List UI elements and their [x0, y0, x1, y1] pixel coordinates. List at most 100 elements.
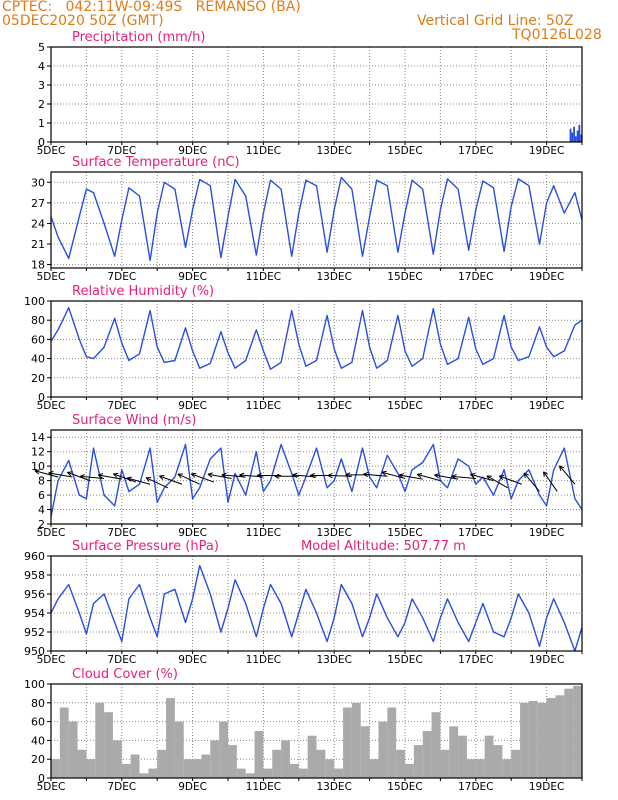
wind-arrow-head: [97, 474, 103, 479]
cloud-bar: [546, 698, 556, 778]
cloud-bar: [520, 702, 529, 778]
x-tick-label: 11DEC: [246, 400, 281, 412]
panel-frame: [50, 429, 583, 525]
y-tick-label: 0: [38, 136, 45, 149]
wind-arrow-head: [523, 472, 526, 479]
cloud-bar: [95, 702, 105, 778]
wind-arrow-head: [345, 472, 351, 476]
cloud-bar: [219, 721, 228, 778]
cloud-bar: [475, 759, 485, 778]
cloud-bar: [440, 749, 450, 778]
wind-arrow: [126, 476, 151, 485]
y-tick-label: 3: [38, 79, 45, 92]
panel-pres: [47, 555, 583, 654]
precip-bar: [574, 136, 577, 142]
wind-arrow-shaft: [34, 470, 59, 478]
y-tick-label: 6: [38, 489, 45, 502]
wind-arrow: [486, 475, 508, 489]
x-tick-label: 11DEC: [246, 654, 281, 666]
x-tick-label: 15DEC: [387, 145, 422, 157]
wind-arrow-shaft: [543, 471, 558, 492]
series-line-temp: [50, 176, 583, 262]
panel-frame: [50, 46, 583, 143]
wind-arrow-shaft: [398, 474, 423, 480]
cloud-bar: [351, 702, 361, 778]
wind-arrow-head: [113, 472, 119, 475]
y-tick-label: 18: [31, 259, 45, 272]
wind-arrow-head: [292, 474, 298, 478]
wind-arrow-shaft: [451, 475, 476, 479]
panel-title: Surface Wind (m/s): [72, 413, 196, 428]
x-tick-label: 11DEC: [246, 527, 281, 539]
wind-arrow-head: [126, 476, 132, 479]
y-tick-label: 21: [31, 238, 45, 251]
wind-arrow-head: [451, 474, 457, 477]
wind-arrow-shaft: [207, 473, 232, 479]
y-tick-label: 10: [31, 460, 45, 473]
cloud-bar: [528, 700, 538, 778]
wind-arrow-head: [543, 471, 549, 475]
precip-bar: [576, 130, 579, 142]
wind-arrow-head: [451, 475, 457, 480]
x-tick-label: 19DEC: [529, 400, 564, 412]
wind-arrow-head: [34, 469, 40, 472]
wind-arrow-head: [256, 472, 262, 477]
cloud-bar: [387, 707, 397, 778]
wind-arrow-head: [159, 475, 164, 480]
wind-arrow-head: [498, 475, 504, 480]
x-tick-label: 5DEC: [37, 527, 66, 539]
x-tick-label: 9DEC: [178, 400, 207, 412]
wind-arrow-head: [79, 475, 85, 480]
cloud-bar: [502, 759, 512, 778]
wind-arrow-head: [434, 474, 439, 479]
precip-bar: [580, 134, 583, 142]
wind-arrow: [177, 473, 200, 485]
wind-arrow: [498, 475, 522, 485]
panel-frame: [50, 171, 583, 269]
x-tick-label: 7DEC: [107, 654, 136, 666]
wind-arrow: [381, 470, 406, 479]
cloud-bar: [254, 731, 264, 778]
wind-arrow-head: [309, 472, 315, 477]
wind-arrow-shaft: [145, 477, 169, 489]
cloud-bar: [174, 721, 184, 778]
y-tick-label: 60: [31, 333, 45, 346]
wind-arrow-head: [363, 471, 369, 475]
cloud-bar: [228, 745, 237, 778]
x-tick-label: 13DEC: [316, 781, 351, 793]
cloud-bar: [166, 698, 175, 778]
y-tick-label: 20: [31, 753, 45, 766]
wind-arrow-head: [292, 472, 298, 476]
x-tick-label: 13DEC: [316, 145, 351, 157]
wind-arrow: [67, 471, 91, 482]
y-tick-label: 952: [24, 626, 45, 639]
wind-arrow-head: [191, 472, 197, 475]
cloud-bar: [405, 763, 414, 778]
cloud-bar: [343, 707, 352, 778]
cloud-bar: [86, 759, 96, 778]
x-tick-label: 13DEC: [316, 654, 351, 666]
x-tick-label: 19DEC: [529, 527, 564, 539]
x-tick-label: 5DEC: [37, 271, 66, 283]
wind-arrow: [363, 471, 388, 478]
wind-arrow-shaft: [381, 471, 406, 479]
wind-arrow-head: [381, 470, 387, 473]
x-tick-label: 11DEC: [246, 145, 281, 157]
y-tick-label: 4: [38, 60, 45, 73]
wind-arrow-shaft: [499, 475, 522, 485]
x-tick-label: 17DEC: [458, 145, 493, 157]
panel-title: Surface Temperature (nC): [72, 155, 240, 170]
y-tick-label: 80: [31, 697, 45, 710]
wind-arrow-head: [256, 475, 262, 479]
x-tick-label: 19DEC: [529, 145, 564, 157]
x-tick-label: 11DEC: [246, 271, 281, 283]
y-tick-label: 27: [31, 197, 45, 210]
y-tick-label: 1: [38, 117, 45, 130]
x-tick-label: 13DEC: [316, 400, 351, 412]
panel-subtitle: Model Altitude: 507.77 m: [301, 539, 466, 554]
x-tick-label: 9DEC: [178, 781, 207, 793]
cloud-bar: [422, 731, 432, 778]
wind-arrow-head: [221, 472, 227, 476]
wind-arrow-head: [417, 472, 423, 475]
wind-arrow-head: [274, 473, 280, 477]
